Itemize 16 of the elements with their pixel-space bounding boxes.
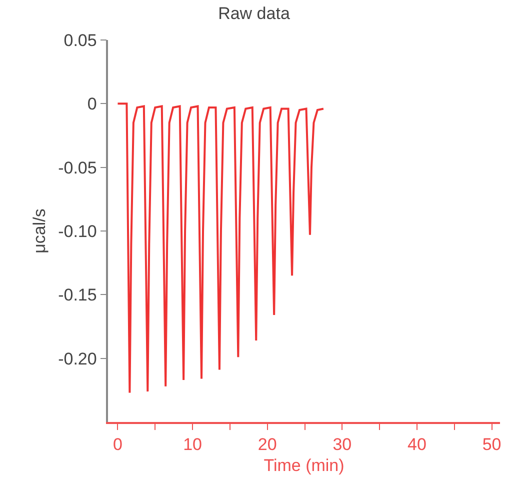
x-axis-title: Time (min) bbox=[264, 456, 344, 476]
y-tick-label: 0.05 bbox=[64, 30, 97, 50]
chart-title: Raw data bbox=[218, 4, 290, 24]
y-axis-title: μcal/s bbox=[30, 208, 50, 254]
y-tick-label: 0 bbox=[87, 94, 97, 114]
x-tick-label: 0 bbox=[112, 435, 122, 454]
y-tick-label: -0.20 bbox=[58, 349, 97, 368]
y-tick-label: -0.10 bbox=[58, 222, 97, 241]
x-tick-label: 10 bbox=[183, 435, 202, 454]
x-tick-label: 50 bbox=[482, 435, 502, 454]
y-tick-label: -0.05 bbox=[58, 158, 97, 178]
x-tick-label: 20 bbox=[258, 435, 277, 454]
x-tick-label: 40 bbox=[408, 435, 426, 454]
line-series bbox=[116, 102, 324, 394]
x-tick-label: 30 bbox=[332, 435, 352, 454]
y-tick-label: -0.15 bbox=[58, 286, 97, 305]
